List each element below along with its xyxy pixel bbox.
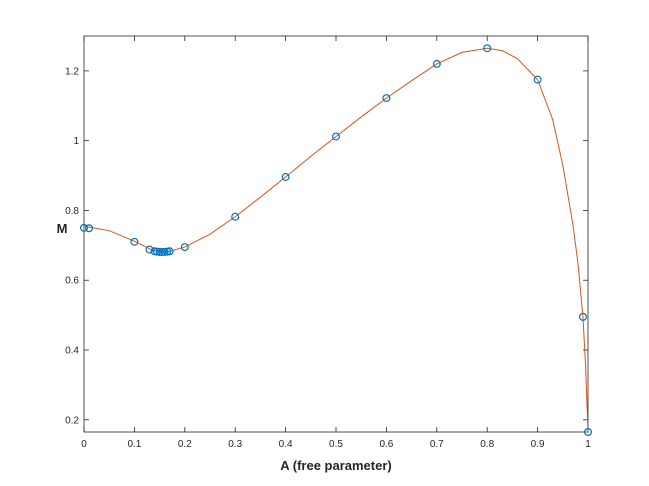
x-tick-label: 0.5 [329, 439, 343, 450]
x-tick-label: 1 [585, 439, 591, 450]
x-tick-label: 0.7 [430, 439, 444, 450]
data-point [130, 237, 139, 246]
y-tick-label: 0.6 [65, 276, 79, 287]
y-axis-label: M [57, 221, 68, 236]
data-point [382, 94, 391, 103]
data-point [85, 224, 94, 233]
series-layer [79, 44, 592, 437]
data-point [578, 312, 587, 321]
data-point [158, 247, 167, 256]
fitted-curve [83, 47, 589, 433]
data-point [79, 223, 88, 232]
x-tick-label: 0.4 [279, 439, 293, 450]
data-point [432, 59, 441, 68]
data-point [533, 75, 542, 84]
data-point [145, 245, 154, 254]
y-axis: 0.2 0.4 0.6 0.8 1 1.2 [65, 66, 588, 426]
data-point [583, 428, 592, 437]
y-tick-label: 0.2 [65, 415, 79, 426]
y-tick-label: 1 [73, 136, 79, 147]
x-tick-label: 0.6 [379, 439, 393, 450]
data-point [155, 247, 164, 256]
data-point [483, 44, 492, 53]
x-tick-label: 0.1 [127, 439, 141, 450]
x-axis-label: A (free parameter) [280, 458, 392, 473]
data-point [180, 243, 189, 252]
y-tick-label: 0.8 [65, 206, 79, 217]
x-tick-label: 0.3 [228, 439, 242, 450]
y-tick-label: 1.2 [65, 66, 79, 77]
data-point [281, 172, 290, 181]
x-tick-label: 0.2 [178, 439, 192, 450]
x-tick-label: 0.9 [531, 439, 545, 450]
x-axis: 0 0.1 0.2 0.3 0.4 0.5 0.6 0.7 0.8 0.9 1 [81, 36, 591, 450]
data-point [165, 247, 174, 256]
data-point [332, 132, 341, 141]
y-tick-label: 0.4 [65, 346, 79, 357]
x-tick-label: 0 [81, 439, 87, 450]
x-tick-label: 0.8 [480, 439, 494, 450]
data-point [231, 212, 240, 221]
